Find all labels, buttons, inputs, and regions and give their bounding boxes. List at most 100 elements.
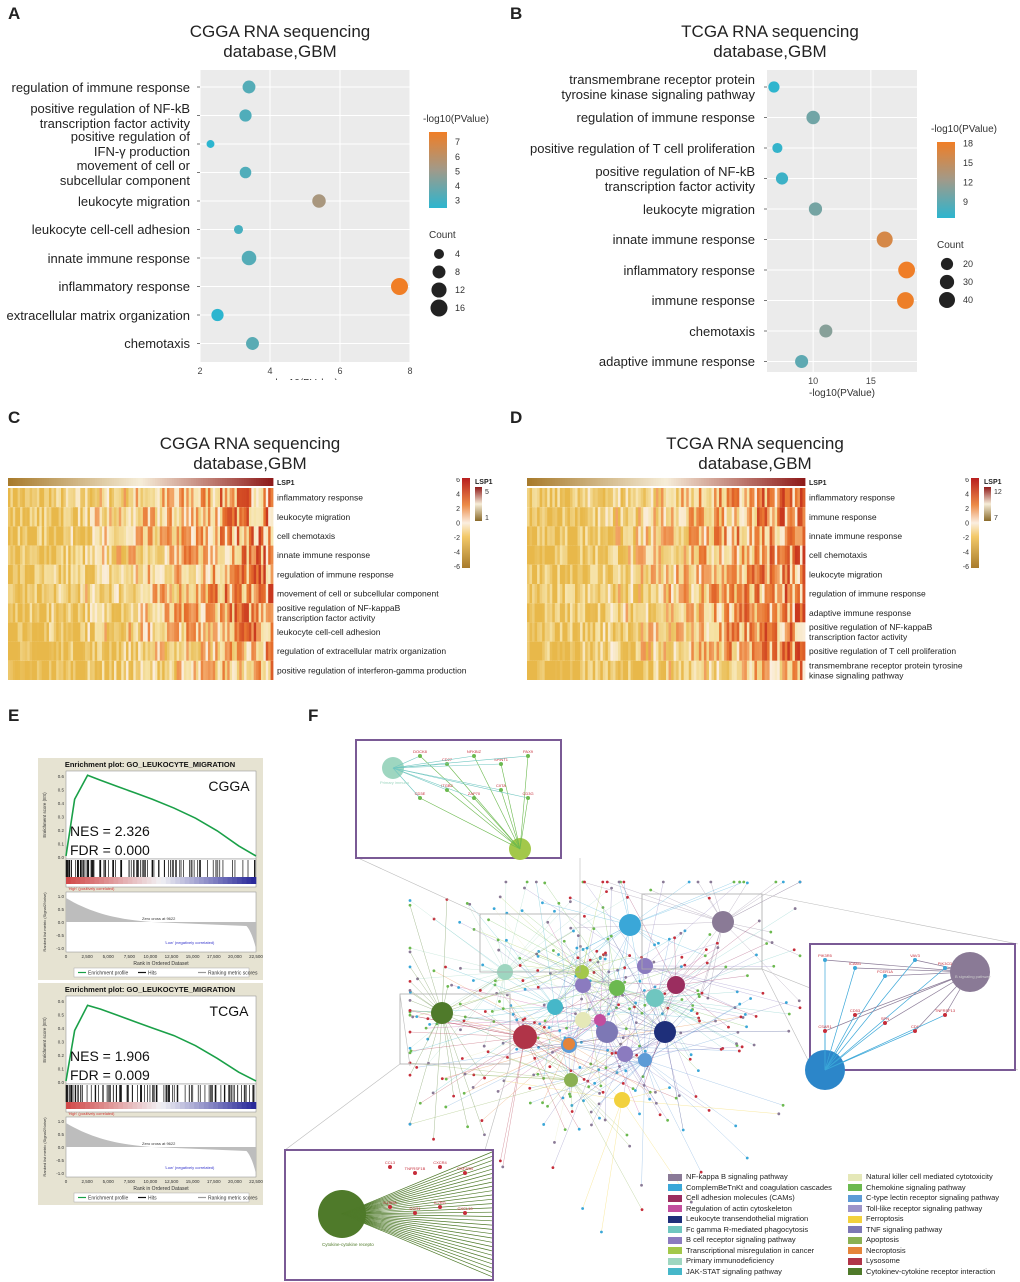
heat-cell: [729, 584, 733, 604]
heat-cell: [529, 660, 533, 680]
heat-cell: [53, 488, 57, 508]
es-tick: 0.6: [58, 774, 65, 779]
heat-cell: [17, 564, 21, 584]
network-edge: [504, 901, 571, 973]
heat-cell: [617, 660, 621, 680]
gene-node: [408, 979, 412, 983]
heat-cell: [94, 507, 98, 527]
heat-cell: [51, 545, 55, 565]
heat-cell: [655, 641, 659, 661]
heat-cell: [741, 660, 745, 680]
lsp1-bar-cell: [56, 478, 59, 486]
heat-cell: [623, 622, 626, 642]
lsp1-bar-cell: [92, 478, 96, 486]
heat-cell: [746, 603, 750, 623]
network-legend-row: B cell receptor signaling pathway: [668, 1235, 846, 1246]
heat-cell: [236, 584, 240, 604]
heat-cell: [615, 603, 619, 623]
heat-cell: [159, 603, 163, 623]
heat-cell: [48, 564, 52, 584]
heat-cell: [746, 622, 750, 642]
heat-cell: [114, 526, 117, 546]
heat-cell: [263, 564, 267, 584]
rank-gradient-cell: [213, 877, 219, 884]
heat-cell: [739, 564, 743, 584]
heat-cell: [587, 507, 591, 527]
lsp1-bar-cell: [193, 478, 197, 486]
heat-cell: [686, 564, 690, 584]
heat-cell: [802, 507, 806, 527]
heat-cell: [12, 507, 16, 527]
lsp1-bar-cell: [731, 478, 735, 486]
heat-cell: [597, 488, 601, 508]
rank-gradient-cell: [99, 1102, 105, 1109]
rank-gradient-cell: [227, 877, 233, 884]
heat-cell: [612, 660, 616, 680]
heat-cell: [142, 507, 146, 527]
heat-cell: [784, 545, 788, 565]
heat-cell: [53, 641, 57, 661]
heat-cell: [610, 545, 614, 565]
heat-cell: [658, 641, 662, 661]
heat-cell: [174, 622, 178, 642]
heat-cell: [239, 488, 243, 508]
heat-cell: [615, 564, 619, 584]
heat-cell: [198, 622, 202, 642]
heat-cell: [666, 660, 669, 680]
heat-cell: [130, 660, 134, 680]
es-panel: [65, 770, 257, 860]
heat-cell: [116, 564, 120, 584]
heat-cell: [736, 507, 740, 527]
gene-node: [465, 902, 469, 905]
heat-cell: [630, 603, 634, 623]
heat-cell: [217, 603, 221, 623]
lsp1-bar-cell: [229, 478, 233, 486]
heat-cell: [532, 660, 535, 680]
heat-cell: [171, 526, 175, 546]
size-legend-value: 8: [455, 267, 460, 277]
heat-row-label: regulation of immune response: [277, 569, 394, 579]
gene-node: [755, 953, 758, 957]
rank-gradient-cell: [66, 1102, 72, 1109]
heat-cell: [121, 641, 125, 661]
network-edge: [582, 958, 606, 1021]
heat-cell: [87, 660, 91, 680]
heat-cell: [73, 488, 76, 508]
heat-cell: [253, 507, 257, 527]
heat-cell: [154, 660, 158, 680]
gene-node: [569, 926, 573, 930]
heat-cell: [68, 660, 72, 680]
gene-node: [781, 1103, 785, 1107]
heat-cell: [617, 622, 621, 642]
heat-cell: [708, 564, 712, 584]
heat-cell: [799, 584, 803, 604]
heat-cell: [205, 603, 209, 623]
heat-cell: [602, 564, 606, 584]
heat-cell: [34, 660, 38, 680]
network-legend-left: NF-kappa B signaling pathway ComplemBeTnK…: [668, 1172, 846, 1277]
zoom-edge: [341, 1213, 493, 1217]
heat-cell: [645, 584, 649, 604]
heat-cell: [135, 488, 139, 508]
heat-cell: [265, 564, 269, 584]
network-legend-label: Primary immunodeficiency: [686, 1256, 774, 1265]
size-legend-value: 12: [455, 285, 465, 295]
heat-cell: [562, 660, 566, 680]
heat-cell: [106, 488, 110, 508]
heat-cell: [126, 603, 129, 623]
rank-gradient-cell: [104, 1102, 110, 1109]
heat-cell: [41, 603, 45, 623]
zoom-box-small: [641, 893, 763, 970]
heat-cell: [24, 584, 28, 604]
heat-cell: [232, 526, 235, 546]
heat-cell: [22, 584, 26, 604]
gene-node: [628, 1144, 632, 1148]
heat-cell: [610, 603, 614, 623]
heat-cell: [157, 564, 161, 584]
heat-cell: [696, 564, 700, 584]
gene-node: [724, 965, 728, 969]
heat-cell: [595, 660, 599, 680]
heat-cell: [658, 622, 662, 642]
heat-cell: [706, 564, 710, 584]
es-panel: [65, 995, 257, 1085]
